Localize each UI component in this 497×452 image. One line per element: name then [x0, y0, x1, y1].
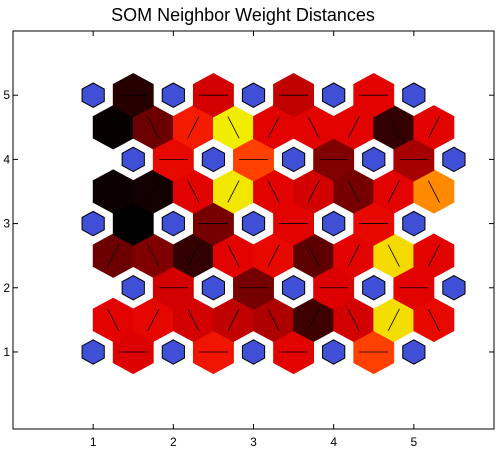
neuron: [281, 146, 306, 173]
y-tick-label: 3: [3, 217, 10, 231]
neighbor-link: [147, 244, 160, 267]
neighbor-link: [107, 116, 120, 139]
x-axis-ticks: 1 2 3 4 5: [90, 31, 417, 449]
neuron: [402, 82, 426, 108]
neighbor-link: [227, 308, 240, 331]
neighbor-link: [147, 308, 160, 331]
neighbor-link: [387, 244, 400, 267]
neuron-markers: [81, 82, 466, 365]
neuron: [402, 210, 426, 237]
neuron: [362, 275, 386, 301]
neuron: [241, 339, 266, 365]
distance-cells: [92, 73, 455, 375]
y-axis-ticks: 1 2 3 4 5: [3, 88, 494, 359]
neuron: [442, 275, 466, 301]
neighbor-link: [227, 116, 240, 139]
neighbor-link: [267, 308, 280, 331]
neighbor-link: [387, 308, 400, 331]
x-tick-label: 5: [410, 435, 417, 449]
neighbor-link: [187, 180, 200, 203]
neuron: [402, 339, 426, 365]
neighbor-link: [427, 244, 440, 267]
neighbor-link: [307, 244, 320, 267]
neighbor-link: [387, 116, 400, 139]
neighbor-link: [347, 244, 360, 267]
neighbor-link: [107, 180, 120, 203]
neighbor-link: [307, 116, 320, 139]
neuron: [322, 82, 346, 108]
y-tick-label: 1: [3, 345, 10, 359]
chart-title: SOM Neighbor Weight Distances: [111, 5, 375, 25]
neuron: [201, 275, 226, 301]
neuron: [322, 210, 346, 237]
neuron: [161, 210, 185, 237]
neighbor-link: [187, 116, 200, 139]
neighbor-link: [427, 180, 440, 203]
neighbor-link: [227, 180, 240, 203]
neuron: [121, 275, 145, 301]
x-tick-label: 2: [170, 435, 177, 449]
neuron: [161, 339, 185, 365]
neuron: [121, 146, 145, 173]
neighbor-link: [147, 116, 160, 139]
neighbor-link: [267, 244, 280, 267]
x-tick-label: 4: [330, 435, 337, 449]
neighbor-link: [187, 308, 200, 331]
neighbor-link: [427, 308, 440, 331]
neighbor-link: [347, 180, 360, 203]
neighbor-link: [227, 244, 240, 267]
neighbor-link: [107, 244, 120, 267]
neighbor-link: [267, 116, 280, 139]
neuron: [81, 339, 105, 365]
neuron: [81, 82, 105, 108]
neighbor-links: [107, 94, 440, 353]
neighbor-link: [107, 308, 120, 331]
neuron: [81, 210, 105, 237]
neighbor-link: [307, 308, 320, 331]
neuron: [362, 146, 386, 173]
neighbor-link: [347, 116, 360, 139]
y-tick-label: 4: [3, 152, 10, 166]
neighbor-link: [347, 308, 360, 331]
neighbor-link: [307, 180, 320, 203]
neuron: [201, 146, 226, 173]
x-tick-label: 1: [90, 435, 97, 449]
neuron: [322, 339, 346, 365]
neuron: [161, 82, 185, 108]
neighbor-link: [187, 244, 200, 267]
neighbor-link: [427, 116, 440, 139]
neighbor-link: [387, 180, 400, 203]
neuron: [442, 146, 466, 173]
neuron: [281, 275, 306, 301]
neighbor-link: [267, 180, 280, 203]
x-tick-label: 3: [250, 435, 257, 449]
y-tick-label: 2: [3, 281, 10, 295]
y-tick-label: 5: [3, 88, 10, 102]
neuron: [241, 210, 266, 237]
neuron: [241, 82, 266, 108]
neighbor-link: [147, 180, 160, 203]
